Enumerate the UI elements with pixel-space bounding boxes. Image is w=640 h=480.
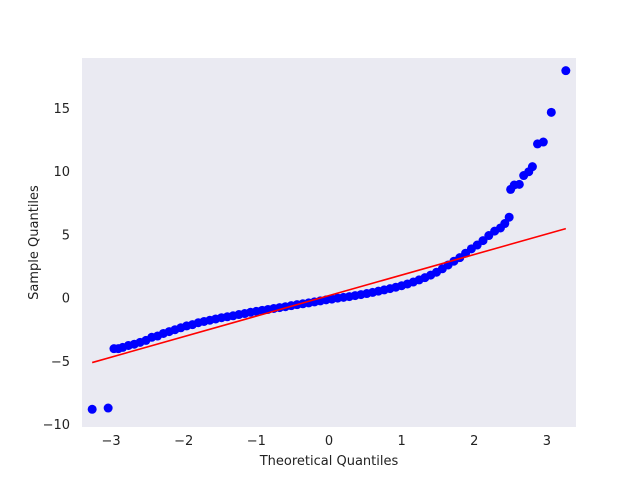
x-axis-label: Theoretical Quantiles	[259, 454, 399, 469]
y-tick-labels: −10 −5 0 5 10 15	[43, 102, 70, 433]
data-point	[561, 66, 571, 76]
data-point	[527, 162, 537, 172]
x-tick-label: 1	[398, 434, 406, 449]
data-point	[514, 179, 524, 189]
y-tick-label: −5	[51, 355, 70, 370]
y-tick-label: −10	[43, 418, 70, 433]
data-point	[103, 403, 113, 413]
data-point	[87, 404, 97, 414]
y-tick-label: 0	[62, 292, 70, 307]
plot-background	[82, 58, 576, 427]
y-tick-label: 15	[53, 102, 70, 117]
y-tick-label: 5	[62, 228, 70, 243]
sample-points	[87, 66, 571, 414]
x-tick-label: −3	[101, 434, 120, 449]
y-axis-label: Sample Quantiles	[27, 185, 42, 300]
data-point	[500, 219, 510, 229]
x-tick-label: 2	[470, 434, 478, 449]
x-tick-label: 0	[325, 434, 333, 449]
y-tick-label: 10	[53, 165, 70, 180]
x-tick-label: −2	[174, 434, 193, 449]
reference-line	[91, 227, 567, 364]
data-point	[504, 212, 514, 222]
x-tick-label: −1	[247, 434, 266, 449]
x-tick-labels: −3 −2 −1 0 1 2 3	[101, 434, 551, 449]
data-point	[478, 236, 488, 246]
data-point	[546, 107, 556, 117]
x-tick-label: 3	[543, 434, 551, 449]
data-point	[538, 137, 548, 147]
